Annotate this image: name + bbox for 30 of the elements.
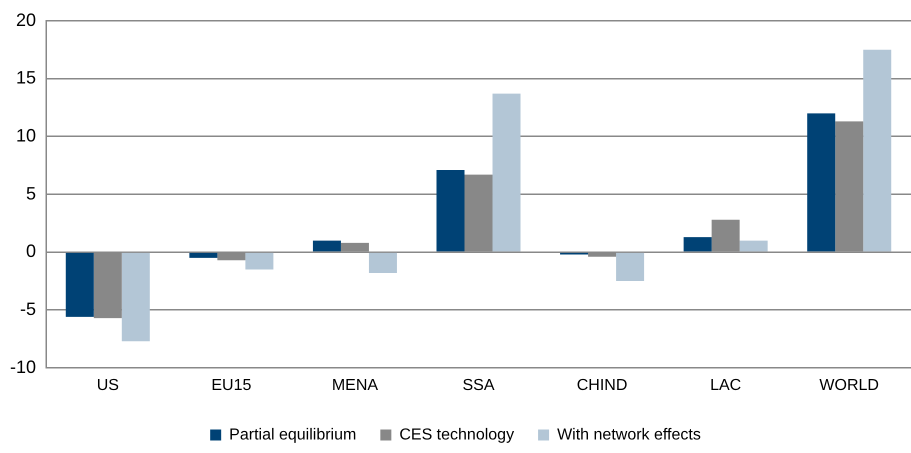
bar: [312, 240, 341, 252]
x-tick-label: WORLD: [819, 376, 879, 394]
bar: [492, 94, 521, 252]
bar: [66, 252, 94, 317]
y-tick-label: -5: [20, 298, 36, 319]
bar: [740, 240, 768, 252]
bar: [863, 50, 892, 252]
y-tick-label: 0: [26, 241, 36, 262]
bar: [807, 113, 836, 252]
x-tick-label: MENA: [332, 376, 378, 394]
y-tick-label: 5: [26, 183, 36, 204]
legend-label: CES technology: [399, 426, 514, 444]
x-tick-label: EU15: [211, 376, 252, 394]
bar: [189, 252, 218, 258]
bar: [245, 252, 274, 270]
bar: [436, 170, 465, 252]
bar: [616, 252, 644, 282]
y-tick-label: 10: [16, 125, 36, 146]
y-tick-label: -10: [10, 356, 36, 377]
bar: [122, 252, 150, 342]
y-tick-label: 20: [16, 10, 36, 30]
bar: [368, 252, 397, 273]
bar: [684, 237, 712, 252]
x-tick-label: CHIND: [576, 376, 628, 394]
legend-label: Partial equilibrium: [229, 426, 356, 444]
x-tick-label: US: [96, 376, 119, 394]
y-tick-label: 15: [16, 68, 36, 88]
x-tick-label: SSA: [462, 376, 495, 394]
x-tick-label: LAC: [710, 376, 742, 394]
legend-label: With network effects: [557, 426, 701, 444]
